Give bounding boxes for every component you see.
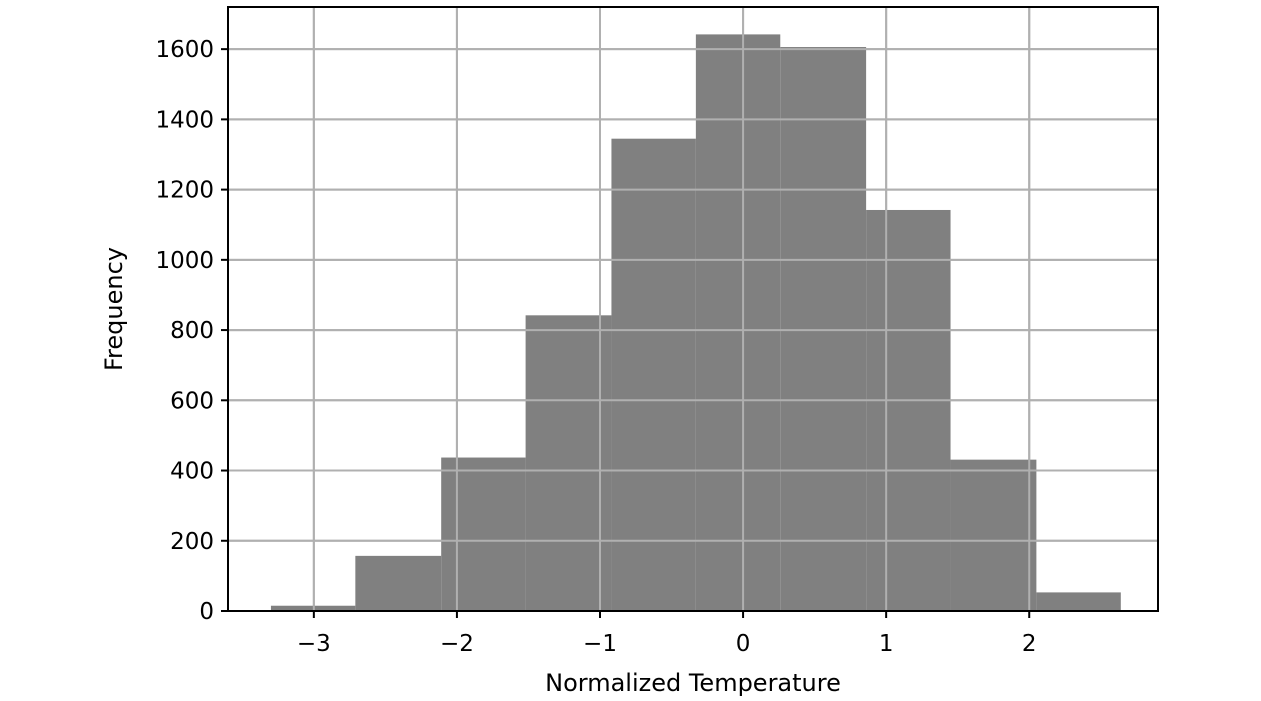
y-tick-label: 1400 [155, 107, 214, 133]
y-axis-ticks: 0 200 400 600 800 1000 1200 1400 1600 [155, 37, 228, 625]
y-tick-label: 800 [170, 318, 214, 344]
y-tick-label: 1000 [155, 248, 214, 274]
x-tick-label: −1 [583, 631, 617, 657]
histogram-bar [695, 34, 781, 612]
axes-frame [227, 6, 1159, 612]
x-tick-label: −2 [440, 631, 474, 657]
x-tick-label: 2 [1022, 631, 1037, 657]
y-tick-label: 1600 [155, 37, 214, 63]
histogram-bar [611, 138, 696, 612]
histogram-bars [228, 7, 1158, 612]
y-tick-label: 600 [170, 388, 214, 414]
y-tick-label: 200 [170, 529, 214, 555]
histogram-bar [780, 47, 867, 612]
histogram-bar [866, 209, 951, 611]
histogram-bar [525, 315, 612, 611]
histogram-bar [1036, 592, 1121, 611]
y-tick-label: 1200 [155, 178, 214, 204]
y-axis-label: Frequency [100, 247, 128, 371]
histogram-bar [950, 459, 1037, 611]
histogram-bar [441, 457, 526, 611]
y-tick-label: 0 [199, 599, 214, 625]
x-tick-label: 1 [879, 631, 894, 657]
x-tick-label: 0 [736, 631, 751, 657]
x-axis-label: Normalized Temperature [545, 669, 841, 697]
x-axis-ticks: −3 −2 −1 0 1 2 [297, 611, 1037, 657]
plot-frame [227, 6, 1159, 612]
histogram-bar [355, 555, 442, 611]
y-tick-label: 400 [170, 459, 214, 485]
x-tick-label: −3 [297, 631, 331, 657]
